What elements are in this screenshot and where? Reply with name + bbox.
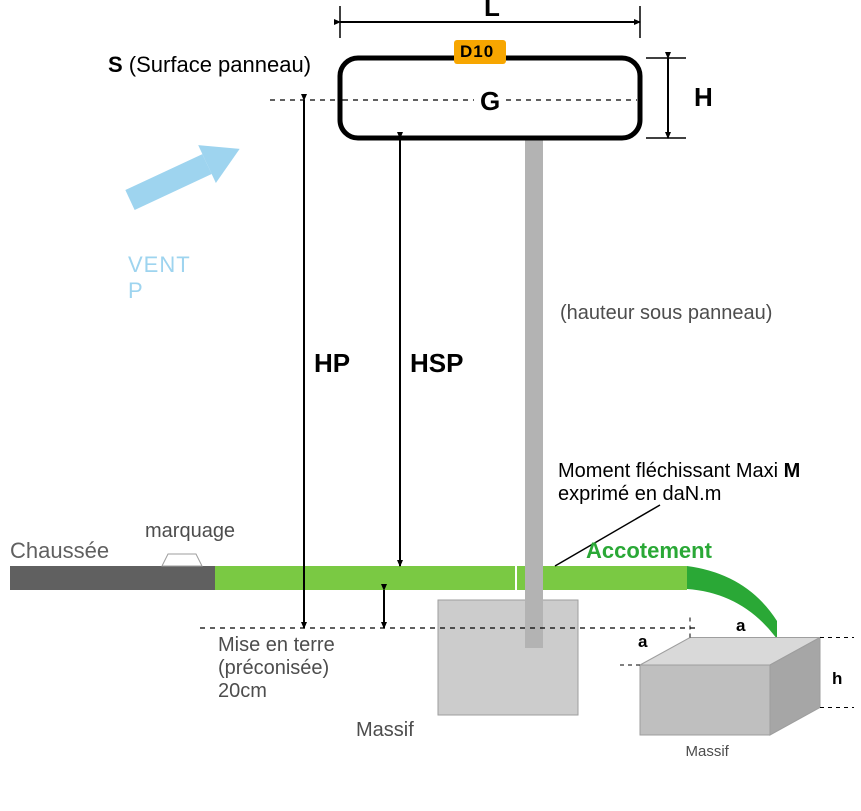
label-L: L bbox=[484, 0, 500, 23]
label-block-h: h bbox=[832, 669, 842, 689]
label-block-a-left: a bbox=[638, 632, 647, 652]
label-S: S (Surface panneau) bbox=[108, 52, 311, 78]
label-hsp-sub: (hauteur sous panneau) bbox=[560, 302, 772, 325]
label-HP: HP bbox=[314, 348, 350, 379]
label-block-massif: Massif bbox=[686, 743, 729, 760]
label-HSP: HSP bbox=[410, 348, 463, 379]
label-P: P bbox=[128, 278, 143, 304]
label-block-a-top: a bbox=[736, 616, 745, 636]
label-accotement: Accotement bbox=[586, 538, 712, 564]
label-moment: Moment fléchissant Maxi Mexprimé en daN.… bbox=[558, 460, 800, 506]
label-marquage: marquage bbox=[145, 520, 235, 543]
label-D10: D10 bbox=[460, 42, 494, 62]
label-mise: Mise en terre(préconisée)20cm bbox=[218, 634, 335, 703]
label-vent: VENT bbox=[128, 252, 191, 278]
label-G: G bbox=[480, 86, 500, 117]
label-massif: Massif bbox=[356, 719, 414, 742]
label-H: H bbox=[694, 82, 713, 113]
label-chaussee: Chaussée bbox=[10, 538, 109, 564]
